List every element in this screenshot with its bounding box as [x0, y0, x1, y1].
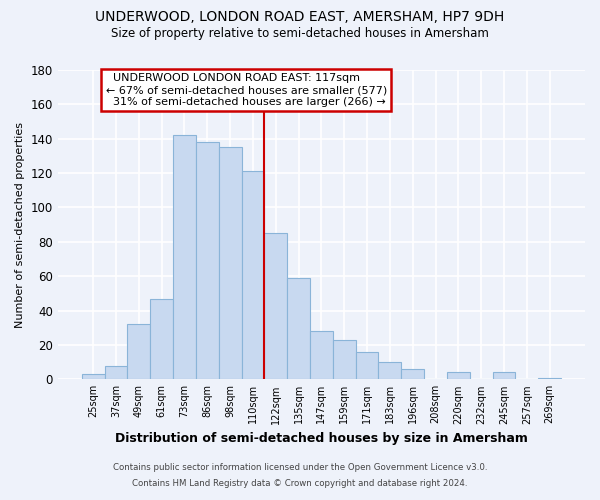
Bar: [493, 372, 515, 380]
Bar: [379, 362, 401, 380]
Bar: [287, 278, 310, 380]
Bar: [82, 374, 104, 380]
Text: Contains public sector information licensed under the Open Government Licence v3: Contains public sector information licen…: [113, 464, 487, 472]
X-axis label: Distribution of semi-detached houses by size in Amersham: Distribution of semi-detached houses by …: [115, 432, 528, 445]
Bar: [265, 233, 287, 380]
Bar: [242, 172, 265, 380]
Bar: [356, 352, 379, 380]
Bar: [173, 136, 196, 380]
Y-axis label: Number of semi-detached properties: Number of semi-detached properties: [15, 122, 25, 328]
Bar: [127, 324, 150, 380]
Bar: [104, 366, 127, 380]
Bar: [333, 340, 356, 380]
Text: UNDERWOOD, LONDON ROAD EAST, AMERSHAM, HP7 9DH: UNDERWOOD, LONDON ROAD EAST, AMERSHAM, H…: [95, 10, 505, 24]
Bar: [401, 369, 424, 380]
Bar: [150, 298, 173, 380]
Bar: [196, 142, 218, 380]
Bar: [447, 372, 470, 380]
Text: Size of property relative to semi-detached houses in Amersham: Size of property relative to semi-detach…: [111, 28, 489, 40]
Bar: [310, 331, 333, 380]
Bar: [538, 378, 561, 380]
Bar: [218, 148, 242, 380]
Text: UNDERWOOD LONDON ROAD EAST: 117sqm
← 67% of semi-detached houses are smaller (57: UNDERWOOD LONDON ROAD EAST: 117sqm ← 67%…: [106, 74, 387, 106]
Text: Contains HM Land Registry data © Crown copyright and database right 2024.: Contains HM Land Registry data © Crown c…: [132, 478, 468, 488]
